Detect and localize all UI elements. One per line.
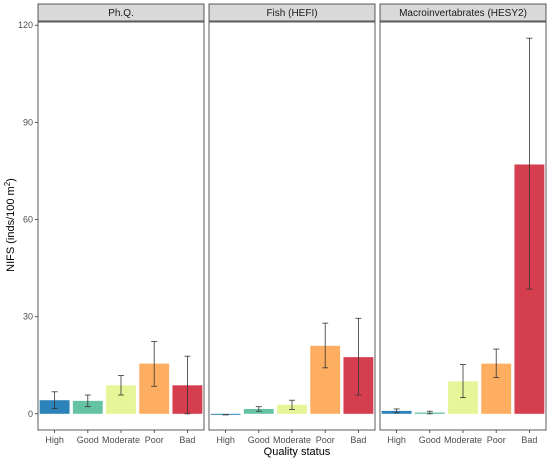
x-tick-label: Bad xyxy=(179,435,195,445)
facet-title: Macroinvertabrates (HESY2) xyxy=(399,8,527,19)
facet-title: Fish (HEFI) xyxy=(266,8,317,19)
x-tick-label: Moderate xyxy=(102,435,140,445)
x-tick-label: Good xyxy=(248,435,270,445)
x-tick-label: Bad xyxy=(521,435,537,445)
y-axis-title-main: NIFS (inds/100 m xyxy=(5,186,17,272)
panel-frame xyxy=(37,21,205,431)
facet-strip xyxy=(379,3,547,22)
y-axis: 0 30 60 90 120 xyxy=(18,20,38,419)
facet-panel: Macroinvertabrates (HESY2) High Good Modera… xyxy=(379,3,547,445)
y-tick-label: 30 xyxy=(23,312,33,322)
bar xyxy=(210,413,241,415)
y-axis-title-end: ) xyxy=(5,178,17,182)
y-tick-label: 0 xyxy=(28,409,33,419)
facet-strip xyxy=(37,3,205,22)
y-axis-title-superscript: 2 xyxy=(3,181,12,186)
x-tick-label: Poor xyxy=(316,435,335,445)
facet-panel: Fish (HEFI) High Good Moderate Poor Bad xyxy=(208,3,376,445)
x-tick-label: Good xyxy=(419,435,441,445)
x-tick-label: Poor xyxy=(487,435,506,445)
y-tick-label: 90 xyxy=(23,117,33,127)
x-tick-label: Poor xyxy=(145,435,164,445)
x-tick-label: High xyxy=(45,435,64,445)
bar xyxy=(72,400,103,414)
x-tick-label: Bad xyxy=(350,435,366,445)
x-tick-label: Moderate xyxy=(444,435,482,445)
x-tick-label: Moderate xyxy=(273,435,311,445)
facet-title: Ph.Q. xyxy=(108,8,134,19)
y-tick-label: 120 xyxy=(18,20,33,30)
y-tick-label: 60 xyxy=(23,215,33,225)
y-axis-title: NIFS (inds/100 m2) xyxy=(3,178,17,272)
x-tick-label: High xyxy=(387,435,406,445)
x-axis-title: Quality status xyxy=(264,446,331,458)
facet-strip xyxy=(208,3,376,22)
x-tick-label: High xyxy=(216,435,235,445)
x-tick-label: Good xyxy=(77,435,99,445)
facet-panel: Ph.Q. High Good Moderate Poor Bad xyxy=(37,3,205,445)
